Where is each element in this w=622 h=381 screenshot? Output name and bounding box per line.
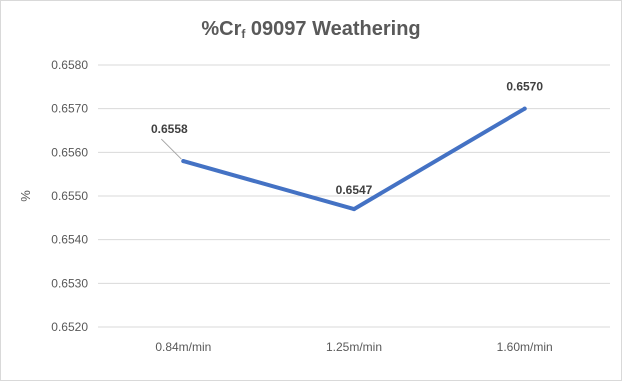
data-label: 0.6558 [151, 122, 188, 136]
chart-title-subscript: f [241, 27, 246, 41]
data-point [181, 159, 186, 164]
y-tick-label: 0.6560 [51, 145, 88, 159]
data-point [522, 106, 527, 111]
y-tick-label: 0.6570 [51, 102, 88, 116]
chart-title-suffix: 09097 Weathering [245, 18, 421, 40]
y-tick-label: 0.6520 [51, 320, 88, 334]
chart-title: %Crf 09097 Weathering [0, 18, 622, 41]
data-point [352, 207, 356, 212]
chart-title-prefix: %Cr [201, 18, 242, 40]
y-axis-ticks: 0.6520 0.6530 0.6540 0.6550 0.6560 0.6570 0.65… [51, 58, 88, 334]
y-tick-label: 0.6540 [51, 233, 88, 247]
y-tick-label: 0.6550 [51, 189, 88, 203]
series-layer [181, 106, 527, 212]
data-label: 0.6547 [336, 183, 373, 197]
y-tick-label: 0.6530 [51, 276, 88, 290]
data-labels: 0.6558 0.6547 0.6570 [151, 80, 543, 197]
y-tick-label: 0.6580 [51, 58, 88, 72]
x-tick-label: 1.60m/min [497, 340, 553, 354]
y-axis-label: % [18, 190, 33, 202]
x-tick-label: 1.25m/min [326, 340, 382, 354]
x-axis-ticks: 0.84m/min 1.25m/min 1.60m/min [155, 340, 552, 354]
x-tick-label: 0.84m/min [155, 340, 211, 354]
leader-line [160, 138, 182, 160]
data-label: 0.6570 [506, 80, 543, 94]
